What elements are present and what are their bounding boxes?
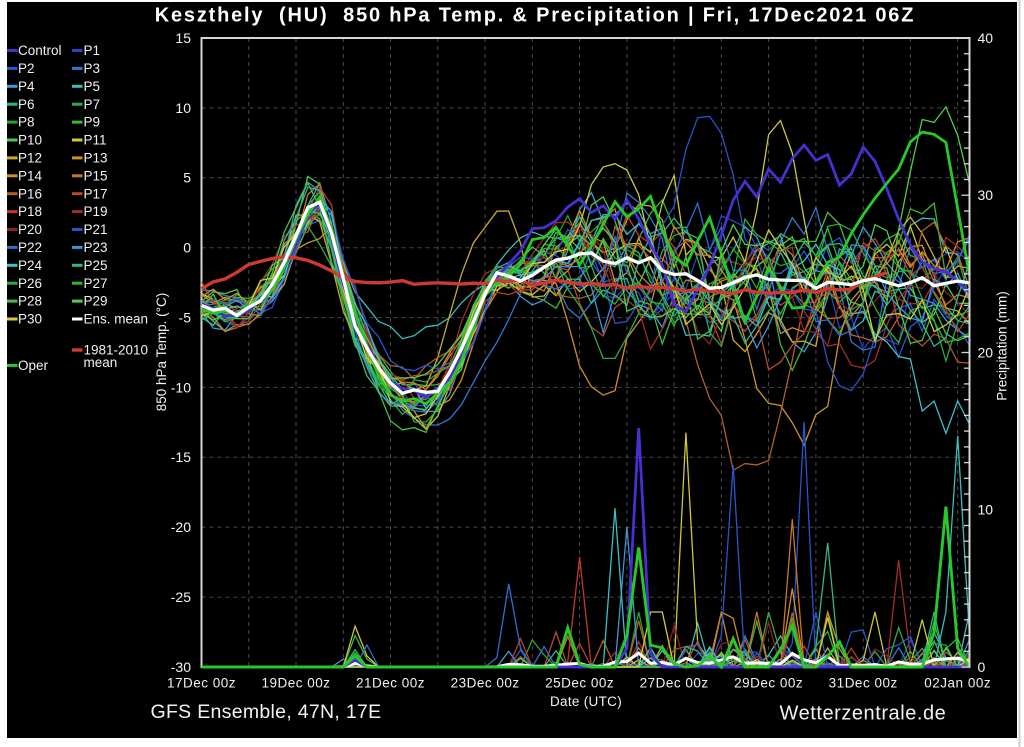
svg-text:10: 10	[978, 502, 994, 518]
svg-text:Date (UTC): Date (UTC)	[550, 694, 622, 709]
svg-text:31Dec 00z: 31Dec 00z	[829, 676, 898, 691]
svg-text:-10: -10	[171, 379, 191, 395]
svg-text:P19: P19	[84, 204, 108, 219]
svg-text:Ens. mean: Ens. mean	[84, 312, 149, 327]
svg-text:-15: -15	[171, 449, 191, 465]
svg-text:P24: P24	[18, 258, 43, 273]
svg-text:P2: P2	[18, 61, 35, 76]
svg-text:1981-2010: 1981-2010	[84, 343, 149, 358]
svg-text:19Dec 00z: 19Dec 00z	[261, 676, 330, 691]
svg-text:P14: P14	[18, 168, 43, 183]
svg-text:30: 30	[978, 187, 994, 203]
svg-text:-5: -5	[179, 310, 192, 326]
svg-text:P25: P25	[84, 258, 108, 273]
svg-text:P5: P5	[84, 79, 101, 94]
svg-text:Wetterzentrale.de: Wetterzentrale.de	[780, 703, 947, 725]
svg-text:17Dec 00z: 17Dec 00z	[167, 676, 236, 691]
svg-text:GFS Ensemble, 47N, 17E: GFS Ensemble, 47N, 17E	[151, 701, 382, 723]
svg-text:P15: P15	[84, 168, 108, 183]
svg-text:-20: -20	[171, 519, 191, 535]
svg-text:40: 40	[978, 30, 994, 46]
svg-text:mean: mean	[84, 355, 118, 370]
svg-text:P30: P30	[18, 312, 42, 327]
svg-text:P6: P6	[18, 97, 35, 112]
svg-text:Control: Control	[18, 43, 62, 58]
svg-text:P23: P23	[84, 240, 108, 255]
svg-text:10: 10	[175, 100, 191, 116]
svg-text:P22: P22	[18, 240, 42, 255]
svg-text:Keszthely (HU) 850 hPa Temp.: Keszthely (HU) 850 hPa Temp. & Precipita…	[155, 5, 916, 27]
svg-text:27Dec 00z: 27Dec 00z	[640, 676, 709, 691]
svg-text:21Dec 00z: 21Dec 00z	[356, 676, 425, 691]
svg-text:20: 20	[978, 344, 994, 360]
svg-text:P4: P4	[18, 79, 35, 94]
svg-text:P16: P16	[18, 186, 42, 201]
svg-text:P1: P1	[84, 43, 101, 58]
svg-text:-25: -25	[171, 589, 191, 605]
svg-text:29Dec 00z: 29Dec 00z	[734, 676, 803, 691]
svg-text:P9: P9	[84, 115, 101, 130]
svg-text:P8: P8	[18, 115, 35, 130]
svg-text:5: 5	[183, 170, 191, 186]
svg-text:P3: P3	[84, 61, 101, 76]
svg-text:15: 15	[175, 30, 191, 46]
svg-text:P28: P28	[18, 294, 42, 309]
svg-text:P7: P7	[84, 97, 101, 112]
svg-text:P18: P18	[18, 204, 42, 219]
svg-text:0: 0	[978, 659, 986, 675]
svg-text:0: 0	[183, 240, 191, 256]
svg-text:Oper: Oper	[18, 358, 49, 373]
svg-text:23Dec 00z: 23Dec 00z	[451, 676, 520, 691]
svg-text:P10: P10	[18, 133, 42, 148]
svg-text:P11: P11	[84, 133, 107, 148]
svg-text:P12: P12	[18, 151, 42, 166]
svg-text:P13: P13	[84, 151, 108, 166]
svg-text:P27: P27	[84, 276, 108, 291]
svg-text:P29: P29	[84, 294, 108, 309]
svg-text:850 hPa Temp. (°C): 850 hPa Temp. (°C)	[154, 293, 169, 411]
svg-text:25Dec 00z: 25Dec 00z	[545, 676, 614, 691]
svg-text:02Jan 00z: 02Jan 00z	[924, 676, 991, 691]
svg-text:P17: P17	[84, 186, 108, 201]
svg-text:P21: P21	[84, 222, 108, 237]
svg-text:P26: P26	[18, 276, 42, 291]
svg-text:P20: P20	[18, 222, 42, 237]
svg-text:Precipitation (mm): Precipitation (mm)	[995, 291, 1010, 401]
svg-text:-30: -30	[171, 659, 191, 675]
